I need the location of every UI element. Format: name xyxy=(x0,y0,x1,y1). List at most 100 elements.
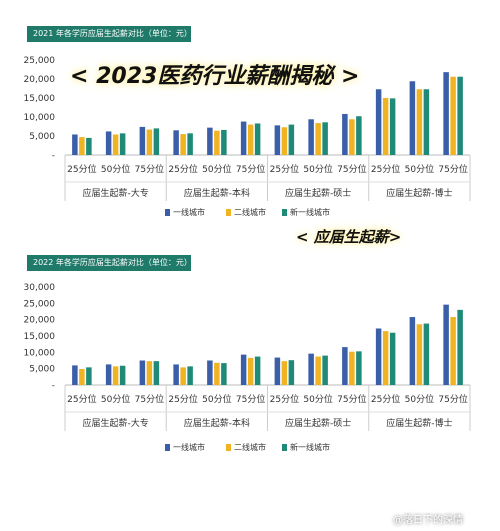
chart2-bar-3 xyxy=(254,356,261,385)
chart2-bar-2 xyxy=(180,367,186,385)
chart1-bar-1 xyxy=(207,127,213,155)
chart1-bar-3 xyxy=(254,123,261,155)
chart1-bar-3 xyxy=(288,124,295,155)
chart2-bar-2 xyxy=(349,351,355,385)
chart1-category-label: 50分位 xyxy=(303,163,332,175)
chart1-bar-2 xyxy=(214,130,220,155)
chart1-bar-3 xyxy=(86,137,92,155)
watermark-credit: @落日下的深情 xyxy=(393,515,463,526)
chart1-ytick-label: 25,000 xyxy=(24,56,56,66)
chart2-bar-1 xyxy=(443,304,449,385)
chart1-category-label: 75分位 xyxy=(236,163,265,175)
chart2-bar-1 xyxy=(207,360,213,385)
chart1-bar-1 xyxy=(240,121,247,155)
chart2-category-label: 25分位 xyxy=(67,393,96,405)
chart1-bar-3 xyxy=(187,133,193,155)
chart2-bar-3 xyxy=(187,366,193,385)
chart1-bar-1 xyxy=(443,72,449,155)
chart1-group-label: 应届生起薪-本科 xyxy=(184,187,250,199)
chart1-bar-2 xyxy=(281,127,288,155)
chart2-bar-2 xyxy=(382,331,389,385)
chart2-category-label: 25分位 xyxy=(371,393,400,405)
chart1-bar-1 xyxy=(342,113,348,155)
chart2-bar-3 xyxy=(288,360,295,385)
chart1-ytick-label: 10,000 xyxy=(24,113,56,123)
chart2-ytick-label: 25,000 xyxy=(24,299,56,309)
chart2-category-label: 75分位 xyxy=(236,393,265,405)
chart1-group-label: 应届生起薪-大专 xyxy=(83,187,149,199)
chart2-bar-1 xyxy=(72,365,78,385)
chart1-legend-label: 一线城市 xyxy=(173,207,205,217)
chart-2-title: 2022 年各学历应届生起薪对比（单位：元） xyxy=(27,255,192,271)
chart2-category-label: 25分位 xyxy=(168,393,197,405)
chart1-legend-swatch xyxy=(226,209,231,216)
chart1-category-label: 75分位 xyxy=(438,163,467,175)
chart2-bar-1 xyxy=(375,328,382,385)
chart2-bar-3 xyxy=(322,355,328,385)
chart1-bar-2 xyxy=(79,137,85,155)
chart1-group-label: 应届生起薪-博士 xyxy=(386,187,452,199)
chart-1-title: 2021 年各学历应届生起薪对比（单位：元） xyxy=(27,26,192,42)
chart2-legend-label: 一线城市 xyxy=(173,442,205,452)
chart2-bar-2 xyxy=(281,361,288,385)
chart1-category-label: 50分位 xyxy=(202,163,231,175)
chart1-bar-2 xyxy=(349,119,355,155)
chart1-legend-swatch xyxy=(282,209,287,216)
chart1-bar-2 xyxy=(247,124,254,155)
chart1-bar-1 xyxy=(105,131,112,155)
chart1-category-label: 75分位 xyxy=(337,163,366,175)
chart2-group-label: 应届生起薪-博士 xyxy=(386,417,452,429)
chart2-ytick-label: 10,000 xyxy=(24,348,56,358)
chart2-category-label: 50分位 xyxy=(405,393,434,405)
chart1-bar-1 xyxy=(409,81,416,155)
chart2-bar-2 xyxy=(315,356,321,385)
chart1-legend-label: 新一线城市 xyxy=(290,207,330,217)
chart2-bar-2 xyxy=(146,361,153,385)
chart2-ytick-label: 15,000 xyxy=(24,332,56,342)
chart2-bar-3 xyxy=(457,309,463,385)
chart2-group-label: 应届生起薪-大专 xyxy=(83,417,149,429)
chart2-bar-2 xyxy=(214,362,220,385)
chart2-bar-2 xyxy=(416,324,423,385)
chart1-bar-3 xyxy=(457,76,463,155)
chart1-bar-3 xyxy=(389,98,396,155)
chart1-bar-3 xyxy=(153,128,160,155)
chart2-legend-swatch xyxy=(165,444,170,451)
chart2-category-label: 25分位 xyxy=(270,393,299,405)
chart1-category-label: 50分位 xyxy=(101,163,130,175)
chart1-bar-1 xyxy=(173,130,179,155)
chart1-category-label: 25分位 xyxy=(67,163,96,175)
chart2-group-label: 应届生起薪-本科 xyxy=(184,417,250,429)
chart2-bar-3 xyxy=(389,332,396,385)
chart2-bar-1 xyxy=(308,353,314,385)
chart2-bar-1 xyxy=(173,364,179,385)
chart2-category-label: 75分位 xyxy=(135,393,164,405)
chart1-bar-1 xyxy=(139,126,146,155)
chart1-legend-swatch xyxy=(165,209,170,216)
chart1-ytick-label: - xyxy=(52,151,55,161)
chart1-category-label: 25分位 xyxy=(371,163,400,175)
chart1-category-label: 25分位 xyxy=(168,163,197,175)
chart1-bar-2 xyxy=(315,123,321,155)
chart1-bar-3 xyxy=(423,89,430,155)
chart2-category-label: 50分位 xyxy=(202,393,231,405)
chart2-ytick-label: - xyxy=(52,381,55,391)
chart2-group-label: 应届生起薪-硕士 xyxy=(285,417,351,429)
banner-title: < 2023医药行业薪酬揭秘 > xyxy=(70,64,360,89)
chart1-ytick-label: 20,000 xyxy=(24,75,56,85)
chart2-legend-label: 新一线城市 xyxy=(290,442,330,452)
chart1-bar-1 xyxy=(375,89,382,155)
chart2-ytick-label: 30,000 xyxy=(24,283,56,293)
chart1-category-label: 50分位 xyxy=(405,163,434,175)
chart1-bar-2 xyxy=(416,89,423,155)
chart2-bar-3 xyxy=(153,361,160,385)
chart2-bar-1 xyxy=(342,347,348,385)
chart2-ytick-label: 20,000 xyxy=(24,316,56,326)
chart1-bar-2 xyxy=(112,134,119,155)
chart2-bar-1 xyxy=(274,357,281,385)
chart2-legend-swatch xyxy=(282,444,287,451)
chart1-bar-2 xyxy=(382,98,389,155)
chart1-bar-1 xyxy=(308,119,314,155)
chart1-bar-3 xyxy=(221,129,227,155)
